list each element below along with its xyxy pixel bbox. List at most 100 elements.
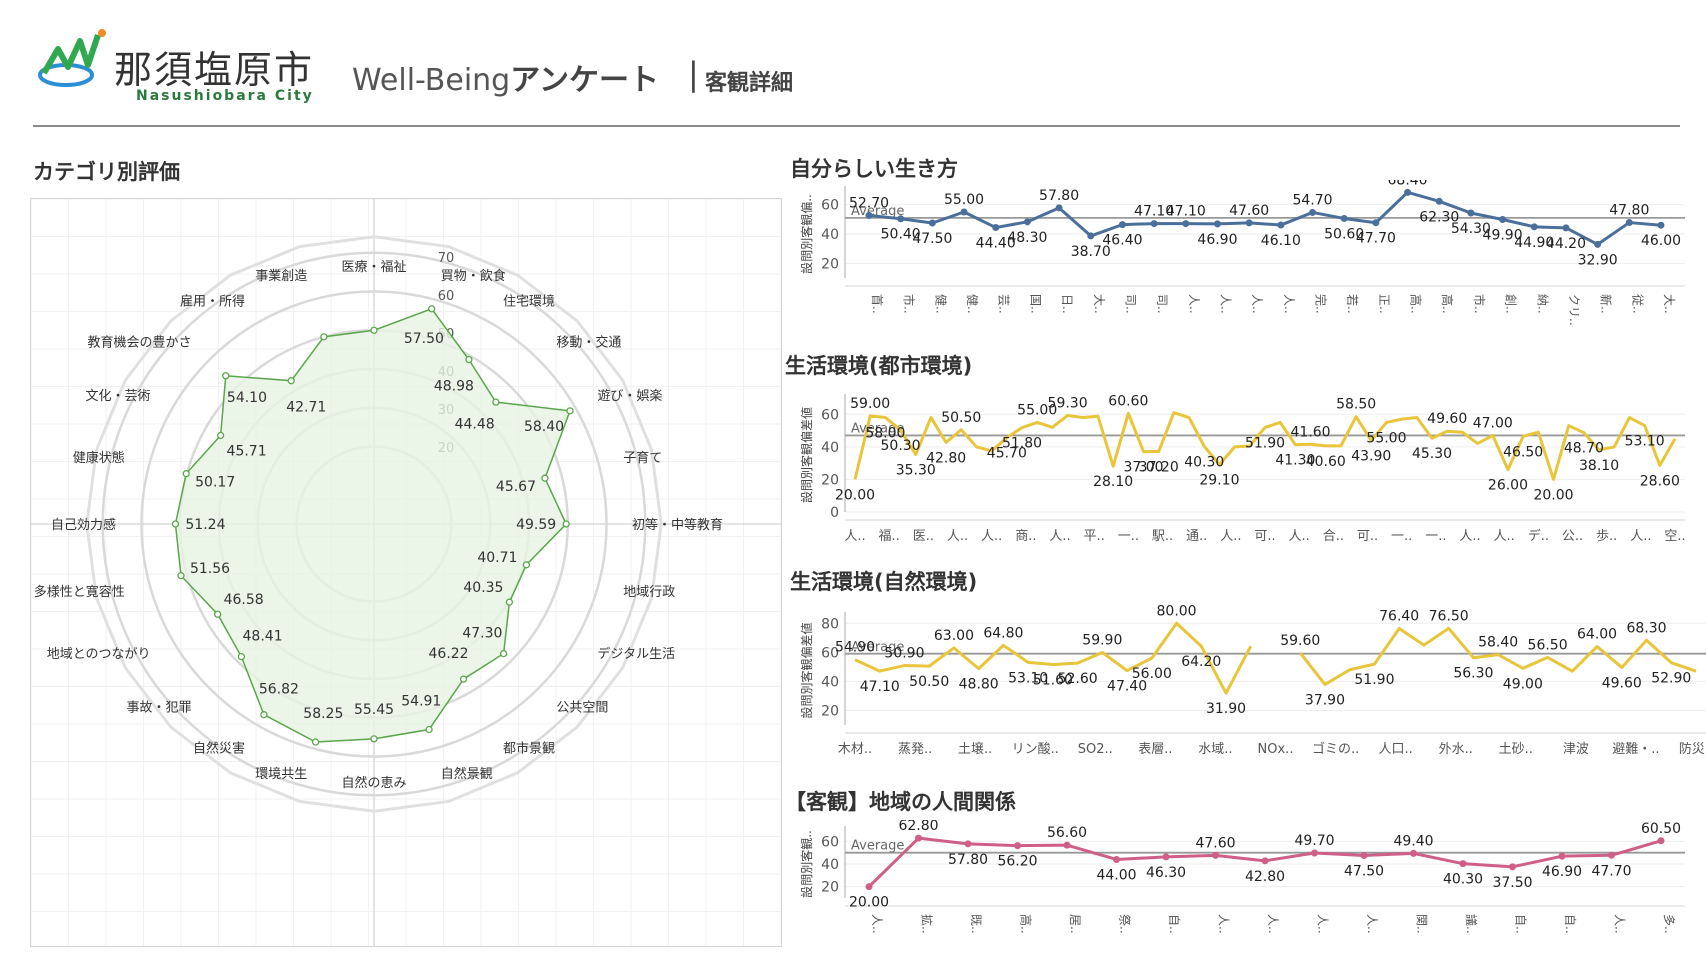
x-tick-label: 公.. — [1562, 529, 1583, 544]
data-label: 46.10 — [1261, 233, 1301, 249]
data-label: 32.90 — [1578, 252, 1618, 268]
data-label: 56.00 — [1132, 666, 1172, 682]
x-tick-label: 人.. — [1250, 294, 1264, 314]
radar-data-label: 50.17 — [195, 474, 235, 490]
x-tick-label: 司.. — [1155, 294, 1169, 314]
x-tick-label: 人.. — [1282, 294, 1296, 314]
series-line — [868, 190, 1662, 246]
data-label: 44.00 — [1096, 867, 1136, 883]
data-label: 64.00 — [1577, 627, 1617, 643]
data-label: 37.00 — [1123, 460, 1163, 476]
series-point — [1435, 197, 1443, 205]
data-label: 59.60 — [1280, 633, 1320, 649]
data-label: 20.00 — [835, 487, 875, 503]
series-point — [1118, 221, 1126, 229]
data-label: 58.50 — [1336, 397, 1376, 413]
x-tick-label: 多.. — [1662, 914, 1676, 934]
data-label: 49.90 — [1483, 227, 1523, 243]
data-label: 50.60 — [1324, 226, 1364, 242]
radar-data-label: 40.35 — [463, 580, 503, 596]
radar-data-label: 46.58 — [224, 592, 264, 608]
data-label: 46.30 — [1146, 865, 1186, 881]
data-label: 47.10 — [1166, 204, 1206, 220]
data-label: 63.00 — [934, 628, 974, 644]
data-label: 42.80 — [1245, 869, 1285, 885]
radar-chart-panel: 20304050607057.5048.9844.4858.4045.6749.… — [30, 198, 782, 947]
x-tick-label: 創.. — [1504, 294, 1518, 314]
x-tick-label: 合.. — [1323, 529, 1344, 544]
y-axis-label: 設問別客観偏差値 — [799, 622, 814, 718]
x-tick-label: 高.. — [1440, 294, 1455, 314]
average-label: Average — [851, 839, 904, 854]
data-label: 48.30 — [1007, 230, 1047, 246]
radar-category-label: 地域とのつながり — [47, 647, 151, 662]
x-tick-label: 新.. — [1599, 294, 1614, 314]
data-label: 68.30 — [1626, 620, 1666, 636]
radar-data-label: 51.24 — [185, 517, 225, 533]
radar-point — [182, 470, 190, 478]
x-tick-label: 若.. — [1345, 294, 1359, 314]
radar-category-label: 環境共生 — [255, 767, 307, 782]
series-point — [1562, 224, 1570, 232]
line-chart-relations[interactable]: 設問別客観.. 20 40 60 Average 20.00 62.80 57.80 56.20… — [785, 820, 1685, 955]
series-point — [1594, 240, 1602, 248]
y-tick-label: 60 — [821, 834, 839, 850]
data-label: 37.50 — [1492, 875, 1532, 891]
radar-ring-label: 70 — [438, 251, 455, 266]
radar-category-label: 公共空間 — [556, 700, 608, 715]
data-label: 54.30 — [1451, 221, 1491, 237]
series-point — [1459, 860, 1467, 868]
data-label: 47.70 — [1356, 231, 1396, 247]
x-tick-label: 大.. — [1662, 294, 1676, 314]
radar-category-label: 移動・交通 — [556, 335, 621, 351]
radar-category-label: 健康状態 — [73, 450, 125, 466]
data-label: 53.10 — [1008, 670, 1048, 686]
x-tick-label: 自.. — [1514, 914, 1528, 934]
radar-point — [465, 355, 473, 364]
radar-point — [428, 305, 436, 313]
radar-category-label: 事故・犯罪 — [127, 700, 192, 715]
data-label: 76.50 — [1429, 608, 1469, 624]
radar-ring — [101, 251, 647, 797]
average-label: Average — [851, 204, 904, 219]
line-chart-urban[interactable]: 設問別客観偏差値0204060Average20.0059.0058.0050.… — [785, 382, 1685, 560]
data-label: 53.10 — [1625, 434, 1665, 450]
radar-category-label: 都市景観 — [503, 740, 555, 756]
data-label: 47.00 — [1473, 415, 1513, 431]
series-point — [1360, 852, 1368, 859]
data-label: 57.80 — [948, 852, 988, 868]
series-point — [1309, 208, 1317, 216]
radar-data-label: 58.25 — [303, 706, 343, 722]
radar-point — [499, 649, 508, 658]
series-point — [964, 840, 972, 848]
data-label: 51.90 — [1245, 435, 1285, 451]
data-label: 26.00 — [1488, 478, 1528, 494]
x-tick-label: 完.. — [1314, 294, 1329, 314]
data-label: 47.40 — [1107, 679, 1147, 695]
city-name-jp: 那須塩原市 — [114, 48, 315, 92]
radar-point — [171, 520, 180, 528]
data-label: 47.60 — [1229, 203, 1269, 219]
series-point — [897, 215, 905, 223]
x-tick-label: デ.. — [1528, 528, 1549, 544]
data-label: 49.60 — [1427, 411, 1467, 427]
data-label: 48.80 — [959, 677, 999, 693]
x-tick-label: 蒸発.. — [898, 742, 932, 757]
radar-chart[interactable]: 20304050607057.5048.9844.4858.4045.6749.… — [30, 198, 782, 946]
x-tick-label: 避難・.. — [1612, 742, 1659, 757]
data-label: 46.00 — [1641, 233, 1681, 249]
data-label: 50.40 — [881, 227, 921, 243]
y-tick-label: 60 — [821, 645, 839, 661]
y-axis-label: 設問別客観.. — [799, 830, 814, 898]
radar-data-label: 57.50 — [404, 331, 444, 347]
x-tick-label: 首.. — [870, 294, 884, 314]
data-label: 51.90 — [1354, 672, 1394, 688]
x-tick-label: 人.. — [947, 529, 968, 544]
nasushiobara-city-logo-icon — [38, 29, 106, 87]
series-point — [1261, 857, 1269, 865]
y-tick-label: 20 — [821, 703, 839, 719]
radar-category-label: 買物・飲食 — [441, 268, 506, 284]
radar-point — [287, 377, 295, 385]
